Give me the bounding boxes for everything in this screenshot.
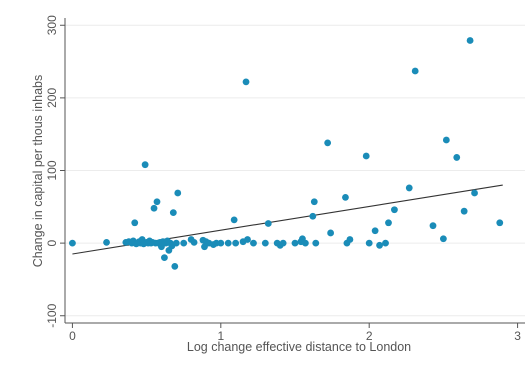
data-point <box>453 154 461 161</box>
data-point <box>362 152 370 160</box>
x-tick-label: 1 <box>217 329 224 343</box>
data-point <box>385 219 392 227</box>
data-point <box>411 67 419 75</box>
y-tick-label: 300 <box>45 15 59 35</box>
data-point <box>371 227 379 235</box>
data-point <box>309 212 317 220</box>
y-axis-title: Change in capital per thous inhabs <box>31 75 45 268</box>
x-tick-label: 2 <box>366 329 373 343</box>
data-point <box>376 241 383 249</box>
data-point <box>301 239 309 247</box>
data-point <box>279 239 287 247</box>
data-point <box>174 189 182 197</box>
data-point <box>69 239 76 247</box>
data-point <box>230 216 238 224</box>
data-point <box>264 220 272 227</box>
data-point <box>471 189 478 197</box>
x-tick-label: 0 <box>69 329 76 343</box>
data-point <box>442 136 450 144</box>
gridlines <box>65 24 525 317</box>
data-point <box>312 239 320 247</box>
data-point <box>161 254 168 262</box>
y-tick-label: -100 <box>45 303 59 327</box>
data-point <box>310 198 318 206</box>
data-point <box>391 206 398 214</box>
y-tick-labels: -100 0 100 200 300 <box>45 15 59 328</box>
y-tick-label: 200 <box>45 88 59 108</box>
data-point <box>172 239 180 247</box>
data-point <box>232 239 240 247</box>
data-point <box>141 161 149 169</box>
data-point <box>460 207 468 215</box>
data-point <box>496 219 504 227</box>
data-point <box>131 219 139 227</box>
x-axis-title: Log change effective distance to London <box>187 340 411 354</box>
data-point <box>169 209 177 217</box>
data-point <box>150 204 158 212</box>
data-point <box>346 236 354 243</box>
data-points <box>69 37 504 270</box>
data-point <box>429 222 437 230</box>
data-point <box>365 239 373 247</box>
x-tick-label: 3 <box>514 329 521 343</box>
data-point <box>244 236 251 243</box>
data-point <box>405 184 413 192</box>
data-point <box>103 238 110 246</box>
data-point <box>327 229 335 237</box>
data-point <box>291 239 299 247</box>
x-tick-labels: 0 1 2 3 <box>69 329 521 343</box>
data-point <box>217 239 225 247</box>
data-point <box>171 262 179 270</box>
data-point <box>242 78 250 86</box>
data-point <box>190 238 198 246</box>
data-point <box>342 193 349 201</box>
data-point <box>324 139 332 147</box>
axes <box>60 18 525 328</box>
data-point <box>224 239 232 247</box>
data-point <box>153 198 161 206</box>
data-point <box>466 37 474 44</box>
data-point <box>439 235 447 243</box>
data-point <box>382 239 389 247</box>
y-tick-label: 0 <box>45 239 59 246</box>
data-point <box>180 239 188 247</box>
data-point <box>261 239 269 247</box>
y-tick-label: 100 <box>45 160 59 180</box>
data-point <box>250 239 257 247</box>
